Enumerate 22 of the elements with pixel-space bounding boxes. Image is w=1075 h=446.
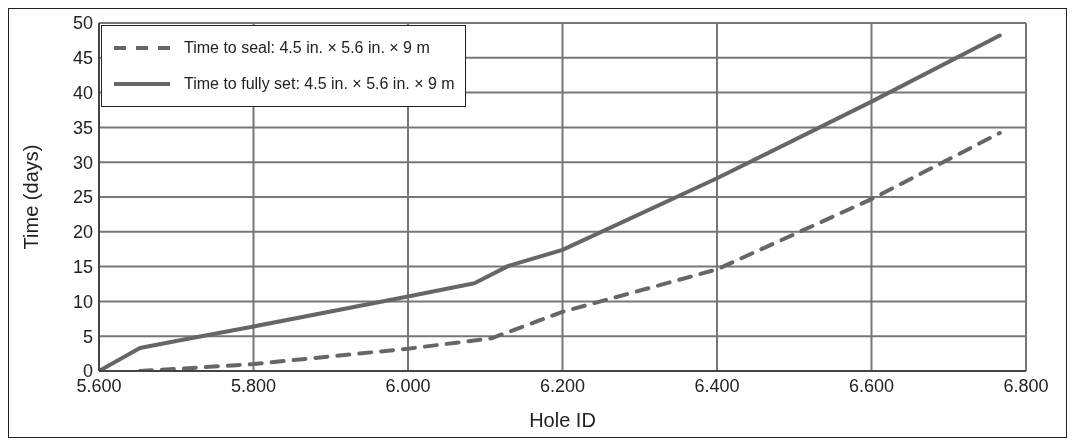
legend-label: Time to fully set: 4.5 in. × 5.6 in. × 9 m — [184, 75, 455, 93]
y-tick-label: 15 — [72, 256, 93, 277]
y-tick-label: 10 — [72, 291, 93, 312]
x-tick-label: 6.600 — [848, 375, 895, 396]
y-tick-label: 20 — [72, 222, 93, 243]
line-series — [99, 33, 1002, 371]
x-tick-label: 5.800 — [230, 375, 277, 396]
x-axis-title: Hole ID — [529, 409, 596, 431]
x-tick-label: 6.800 — [1003, 375, 1049, 396]
legend-label: Time to seal: 4.5 in. × 5.6 in. × 9 m — [184, 39, 430, 57]
y-tick-label: 40 — [72, 82, 93, 103]
y-tick-label: 5 — [82, 326, 93, 347]
y-tick-label: 50 — [72, 13, 93, 34]
line-series — [137, 130, 1002, 371]
y-tick-label: 35 — [72, 117, 93, 138]
y-tick-label: 45 — [72, 48, 93, 69]
x-tick-label: 6.400 — [694, 375, 740, 396]
y-tick-label: 25 — [72, 187, 93, 208]
y-tick-label: 30 — [72, 152, 93, 173]
x-tick-label: 6.000 — [385, 375, 431, 396]
y-axis-title: Time (days) — [20, 144, 43, 250]
x-tick-label: 6.200 — [539, 375, 586, 396]
